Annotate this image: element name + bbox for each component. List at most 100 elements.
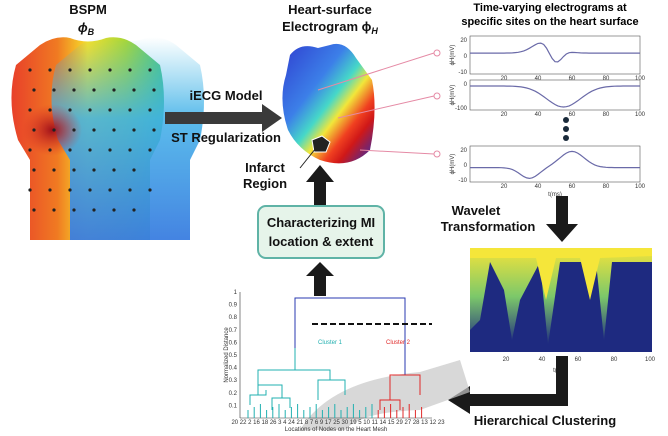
electrode bbox=[148, 188, 151, 191]
y-tick-label: 20 bbox=[460, 148, 467, 154]
wavelet-title: Wavelet bbox=[452, 203, 501, 218]
x-tick-label: 100 bbox=[635, 184, 646, 190]
y-tick-label: 0 bbox=[464, 163, 468, 169]
electrode bbox=[132, 208, 135, 211]
y-tick-label: -10 bbox=[458, 178, 467, 184]
electrode bbox=[112, 88, 115, 91]
bspm-title: BSPM bbox=[69, 2, 107, 17]
electrode bbox=[52, 208, 55, 211]
plot-frame bbox=[470, 80, 640, 110]
infarct-label: Infarct bbox=[245, 160, 285, 175]
symbol: ϕ bbox=[78, 20, 88, 35]
heart-symbol: Electrogram ϕH bbox=[282, 19, 378, 36]
electrode bbox=[152, 128, 155, 131]
x-tick-label: 60 bbox=[569, 112, 576, 118]
x-tick-label: 40 bbox=[535, 112, 542, 118]
electrode bbox=[88, 148, 91, 151]
y-tick-label: 0.2 bbox=[229, 391, 238, 397]
symbol: Electrogram ϕ bbox=[282, 19, 371, 34]
y-tick-label: -100 bbox=[455, 106, 468, 112]
electrode bbox=[28, 108, 31, 111]
y-tick-label: 0.3 bbox=[229, 378, 238, 384]
electrode bbox=[152, 88, 155, 91]
electrode bbox=[148, 108, 151, 111]
electrode bbox=[148, 148, 151, 151]
electrode bbox=[72, 208, 75, 211]
ellipsis-dots bbox=[563, 117, 569, 141]
electrogram-title: Time-varying electrograms at bbox=[473, 2, 627, 14]
electrode bbox=[72, 128, 75, 131]
electrode bbox=[128, 188, 131, 191]
x-tick-label: 80 bbox=[611, 357, 618, 363]
electrode bbox=[128, 108, 131, 111]
electrode bbox=[132, 88, 135, 91]
electrode bbox=[68, 148, 71, 151]
electrogram-title: specific sites on the heart surface bbox=[461, 16, 638, 28]
electrode bbox=[108, 148, 111, 151]
subscript: H bbox=[371, 26, 378, 36]
infarct-label: Region bbox=[243, 176, 287, 191]
up-arrow bbox=[306, 262, 334, 296]
electrode bbox=[72, 168, 75, 171]
electrode bbox=[32, 88, 35, 91]
electrode bbox=[92, 88, 95, 91]
electrode bbox=[132, 128, 135, 131]
y-axis-label: ϕH(mV) bbox=[450, 85, 456, 106]
figure: BSPM ϕB iECG Model ST Regularization Hea… bbox=[0, 0, 668, 436]
x-tick-label: 60 bbox=[575, 357, 582, 363]
electrode bbox=[48, 68, 51, 71]
y-tick-label: 0.1 bbox=[229, 403, 238, 409]
dendro-link bbox=[272, 398, 290, 410]
box-text: Characterizing MI bbox=[267, 215, 375, 230]
electrode bbox=[108, 188, 111, 191]
y-tick-label: 0.4 bbox=[229, 366, 238, 372]
x-tick-label: 80 bbox=[603, 184, 610, 190]
electrode bbox=[28, 188, 31, 191]
cluster-label: Cluster 1 bbox=[318, 340, 343, 346]
electrode bbox=[68, 188, 71, 191]
plot-frame bbox=[470, 146, 640, 182]
electrode bbox=[112, 128, 115, 131]
dendro-link bbox=[295, 298, 405, 375]
y-tick-label: 0.8 bbox=[229, 315, 238, 321]
electrogram-plot: ϕH(mV)200-10 bbox=[450, 146, 640, 184]
y-tick-label: 0.5 bbox=[229, 353, 238, 359]
electrode bbox=[28, 148, 31, 151]
bspm-symbol: ϕB bbox=[78, 20, 95, 37]
x-tick-label: 40 bbox=[535, 184, 542, 190]
y-tick-label: 0.6 bbox=[229, 340, 238, 346]
electrode bbox=[92, 128, 95, 131]
x-tick-label: 80 bbox=[603, 112, 610, 118]
x-tick-label: 60 bbox=[569, 184, 576, 190]
subscript: B bbox=[88, 27, 95, 37]
dendro-link bbox=[258, 385, 282, 398]
clustering-label: Hierarchical Clustering bbox=[474, 413, 616, 428]
y-tick-label: 0.7 bbox=[229, 328, 238, 334]
electrode bbox=[148, 68, 151, 71]
electrode bbox=[28, 68, 31, 71]
electrode bbox=[112, 208, 115, 211]
electrode bbox=[32, 208, 35, 211]
electrode bbox=[128, 68, 131, 71]
x-axis-label: Locations of Nodes on the Heart Mesh bbox=[285, 427, 387, 433]
electrode bbox=[32, 128, 35, 131]
x-tick-label: 20 bbox=[501, 112, 508, 118]
electrode bbox=[48, 108, 51, 111]
electrode bbox=[52, 128, 55, 131]
y-tick-label: 0.9 bbox=[229, 303, 238, 309]
electrode bbox=[52, 88, 55, 91]
x-tick-label: 20 bbox=[503, 357, 510, 363]
wavelet-title: Transformation bbox=[441, 219, 536, 234]
electrode bbox=[68, 68, 71, 71]
x-tick-label: 20 bbox=[501, 184, 508, 190]
cluster-label: Cluster 2 bbox=[386, 340, 411, 346]
x-tick-label: 40 bbox=[539, 357, 546, 363]
electrode bbox=[92, 168, 95, 171]
heart-title: Heart-surface bbox=[288, 2, 372, 17]
down-arrow bbox=[546, 196, 578, 242]
y-axis-label: ϕH(mV) bbox=[450, 45, 456, 66]
y-tick-label: -10 bbox=[458, 70, 467, 76]
